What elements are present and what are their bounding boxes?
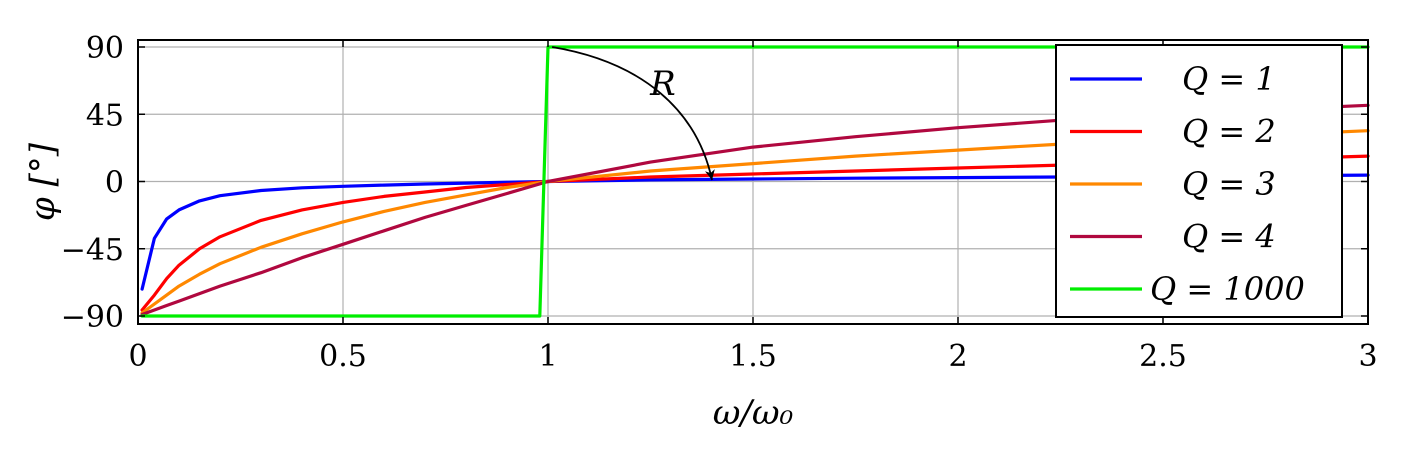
x-tick-label: 1.5	[729, 339, 777, 374]
y-axis-label: φ [°]	[23, 142, 63, 221]
legend-label: Q = 2	[1182, 113, 1276, 151]
legend-label: Q = 1000	[1150, 270, 1305, 308]
x-tick-label: 0.5	[319, 339, 367, 374]
x-tick-label: 1	[538, 339, 557, 374]
series-group	[140, 45, 1370, 318]
series-line-q1	[140, 173, 1370, 291]
series-line-q2	[140, 154, 1370, 312]
series-line-q4	[140, 103, 1370, 317]
y-tick-label: 0	[105, 166, 124, 201]
annotation-label: R	[649, 64, 676, 104]
legend-label: Q = 4	[1182, 218, 1276, 256]
annotation-arrow	[551, 46, 715, 181]
x-axis-label: ω/ω₀	[713, 393, 794, 433]
x-tick-label: 2.5	[1139, 339, 1187, 374]
y-tick-label: 90	[86, 31, 124, 66]
y-tick-label: −45	[61, 233, 124, 268]
legend-label: Q = 3	[1182, 165, 1276, 203]
series-line-q3	[140, 129, 1370, 315]
legend-box	[1055, 44, 1343, 318]
legend: Q = 1 Q = 2 Q = 3 Q = 4 Q = 1000	[1055, 44, 1343, 318]
x-tick-label: 2	[948, 339, 967, 374]
y-tick-label: 45	[86, 98, 124, 133]
x-tick-label: 3	[1358, 339, 1377, 374]
y-tick-label: −90	[61, 300, 124, 335]
x-tick-label: 0	[128, 339, 147, 374]
legend-label: Q = 1	[1182, 60, 1276, 98]
tick-labels: 0 0.5 1 1.5 2 2.5 3 90 45 0 −45 −90	[61, 31, 1378, 374]
annotation-group: R	[551, 46, 715, 181]
